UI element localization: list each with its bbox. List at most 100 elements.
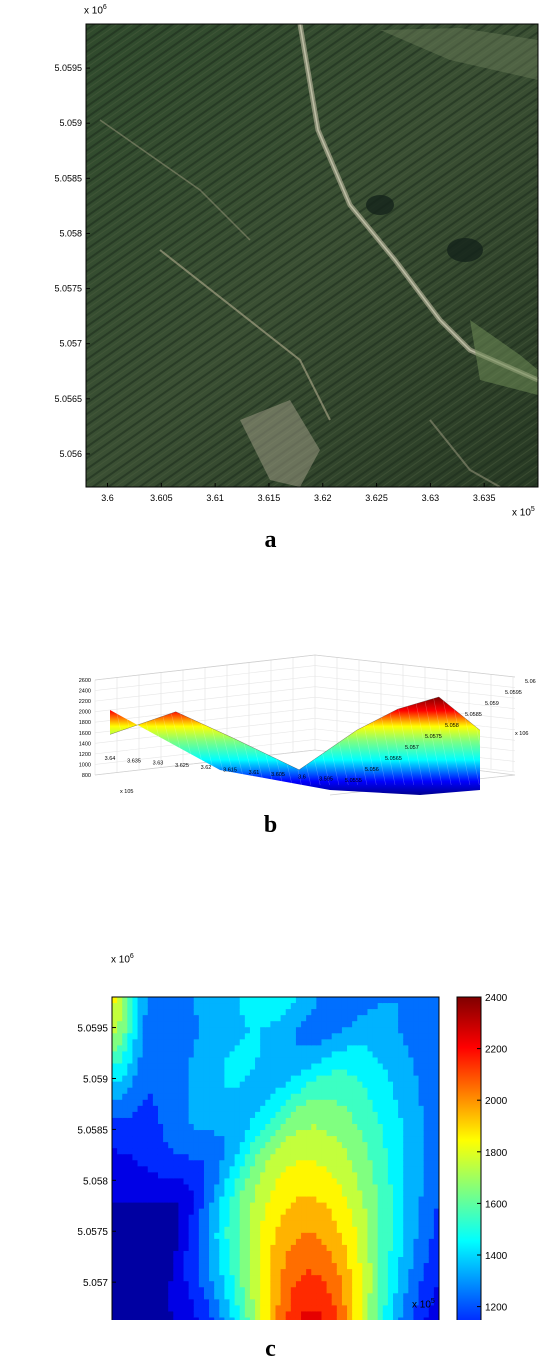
contour-cell xyxy=(142,1069,149,1077)
contour-cell xyxy=(311,1202,317,1210)
contour-cell xyxy=(377,1250,384,1258)
contour-cell xyxy=(341,997,348,1004)
contour-cell xyxy=(244,1226,251,1234)
contour-cell xyxy=(219,1069,226,1077)
surface-fill xyxy=(110,696,480,795)
contour-cell xyxy=(224,1287,231,1294)
z-grid-line-right xyxy=(314,686,516,709)
contour-cell xyxy=(408,1299,415,1306)
contour-cell xyxy=(239,1238,246,1246)
contour-cell xyxy=(173,1184,180,1192)
contour-cell xyxy=(341,1202,348,1210)
contour-cell xyxy=(224,1269,231,1276)
contour-cell xyxy=(336,1226,343,1234)
contour-cell xyxy=(413,1039,420,1046)
contour-cell xyxy=(142,1027,149,1034)
contour-cell xyxy=(147,1111,154,1119)
contour-cell xyxy=(321,1172,328,1180)
contour-cell xyxy=(295,1184,302,1192)
contour-cell xyxy=(413,1214,420,1222)
contour-cell xyxy=(347,1250,353,1258)
contour-cell xyxy=(326,1257,333,1264)
contour-cell xyxy=(234,1045,241,1053)
contour-cell xyxy=(428,1178,435,1186)
contour-cell xyxy=(244,1021,251,1028)
y-tick-label-b: 5.0585 xyxy=(465,712,482,718)
contour-cell xyxy=(224,1093,231,1101)
contour-cell xyxy=(152,1257,159,1264)
contour-cell xyxy=(142,1226,149,1234)
contour-cell xyxy=(372,1003,379,1010)
contour-cell xyxy=(219,1015,226,1022)
contour-cell xyxy=(229,1196,236,1204)
contour-cell xyxy=(398,1057,404,1065)
contour-cell xyxy=(316,1003,323,1010)
surface-mesh-line xyxy=(470,700,489,786)
contour-cell xyxy=(122,1045,128,1053)
contour-cell xyxy=(408,1136,415,1143)
contour-cell xyxy=(209,1184,215,1192)
contour-cell xyxy=(178,1099,185,1107)
contour-cell xyxy=(203,1208,210,1216)
contour-cell xyxy=(301,1063,307,1071)
contour-cell xyxy=(178,1208,185,1216)
contour-cell xyxy=(157,1087,164,1095)
contour-cell xyxy=(168,1015,174,1022)
contour-cell xyxy=(152,1220,159,1228)
contour-cell xyxy=(352,1130,358,1137)
contour-cell xyxy=(331,1148,338,1155)
contour-cell xyxy=(198,1238,205,1246)
contour-cell xyxy=(372,1069,379,1077)
contour-cell xyxy=(168,1275,174,1282)
contour-cell xyxy=(127,1154,134,1161)
contour-cell xyxy=(229,1142,236,1149)
contour-cell xyxy=(295,1117,302,1125)
contour-cell xyxy=(224,1238,231,1246)
contour-cell xyxy=(413,1136,420,1143)
contour-cell xyxy=(142,1015,149,1022)
contour-cell xyxy=(209,1045,215,1053)
contour-cell xyxy=(403,1172,409,1180)
contour-cell xyxy=(428,1027,435,1034)
contour-cell xyxy=(352,1257,358,1264)
contour-cell xyxy=(127,1214,134,1222)
contour-cell xyxy=(311,1069,317,1077)
z-tick-label: 1600 xyxy=(79,731,91,737)
contour-cell xyxy=(188,1142,195,1149)
contour-cell xyxy=(321,1075,328,1083)
contour-cell xyxy=(224,1117,231,1125)
contour-cell xyxy=(260,1003,266,1010)
contour-cell xyxy=(188,1166,195,1173)
contour-cell xyxy=(239,1130,246,1137)
contour-cell xyxy=(178,1051,185,1059)
contour-cell xyxy=(239,997,246,1004)
contour-cell xyxy=(285,1111,292,1119)
contour-cell xyxy=(362,1105,369,1113)
surface-mesh-line xyxy=(479,702,499,786)
contour-cell xyxy=(352,1160,358,1167)
contour-cell xyxy=(413,1166,420,1173)
contour-cell xyxy=(336,1208,343,1216)
contour-cell xyxy=(198,1033,205,1040)
colorbar xyxy=(456,996,482,1371)
contour-cell xyxy=(311,1299,317,1306)
contour-cell xyxy=(137,1311,144,1319)
contour-cell xyxy=(178,1190,185,1198)
contour-cell xyxy=(117,1172,123,1180)
contour-cell xyxy=(403,1311,409,1319)
contour-cell xyxy=(393,997,399,1004)
contour-cell xyxy=(306,1142,312,1149)
contour-cell xyxy=(377,1202,384,1210)
contour-cell xyxy=(413,997,420,1004)
contour-cell xyxy=(234,1081,241,1089)
contour-cell xyxy=(142,1117,149,1125)
contour-cell xyxy=(382,1051,389,1059)
contour-cell xyxy=(234,1220,241,1228)
contour-cell xyxy=(372,1287,379,1294)
contour-cell xyxy=(306,1317,312,1325)
contour-cell xyxy=(347,1166,353,1173)
contour-cell xyxy=(117,1130,123,1137)
contour-cell xyxy=(224,1299,231,1306)
contour-cell xyxy=(157,1305,164,1313)
contour-cell xyxy=(280,1244,287,1252)
